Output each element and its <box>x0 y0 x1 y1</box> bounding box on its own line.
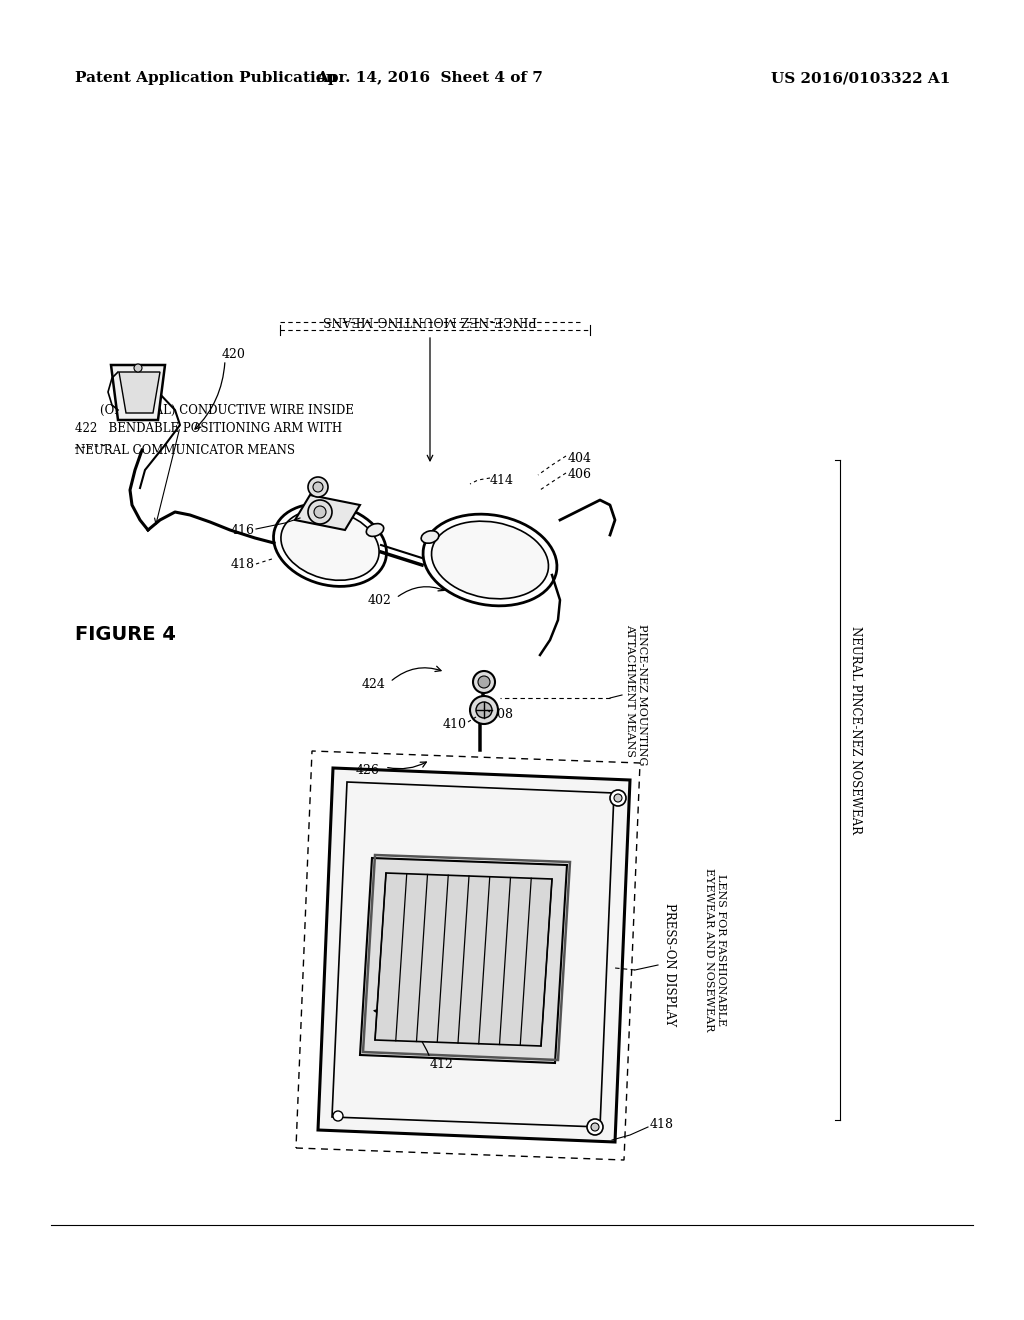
Ellipse shape <box>281 510 379 581</box>
Ellipse shape <box>421 531 439 544</box>
Text: 408: 408 <box>490 708 514 721</box>
Circle shape <box>473 671 495 693</box>
Circle shape <box>476 702 492 718</box>
Ellipse shape <box>367 524 384 536</box>
Text: Apr. 14, 2016  Sheet 4 of 7: Apr. 14, 2016 Sheet 4 of 7 <box>316 71 544 84</box>
Circle shape <box>308 477 328 498</box>
Circle shape <box>313 482 323 492</box>
Circle shape <box>308 500 332 524</box>
Text: PINCE-NEZ MOUNTING
ATTACHMENT MEANS: PINCE-NEZ MOUNTING ATTACHMENT MEANS <box>625 624 646 766</box>
Ellipse shape <box>431 521 549 599</box>
Text: NEURAL PINCE-NEZ NOSEWEAR: NEURAL PINCE-NEZ NOSEWEAR <box>849 626 861 834</box>
Text: (OPTIONAL) CONDUCTIVE WIRE INSIDE: (OPTIONAL) CONDUCTIVE WIRE INSIDE <box>100 404 354 417</box>
Text: 426: 426 <box>356 763 380 776</box>
Text: PRESS-ON DISPLAY: PRESS-ON DISPLAY <box>664 903 677 1027</box>
Polygon shape <box>111 366 165 420</box>
Circle shape <box>610 789 626 807</box>
Text: 402: 402 <box>368 594 392 606</box>
Text: 416: 416 <box>231 524 255 536</box>
Text: 422   BENDABLE POSITIONING ARM WITH: 422 BENDABLE POSITIONING ARM WITH <box>75 421 342 434</box>
Polygon shape <box>318 768 630 1142</box>
Text: 412: 412 <box>430 1059 454 1072</box>
Text: 424: 424 <box>361 678 385 692</box>
Polygon shape <box>360 858 567 1063</box>
Circle shape <box>614 795 622 803</box>
Text: 418: 418 <box>231 558 255 572</box>
Text: 406: 406 <box>568 469 592 482</box>
Text: NEURAL COMMUNICATOR MEANS: NEURAL COMMUNICATOR MEANS <box>75 444 295 457</box>
Text: LENS FOR FASHIONABLE
EYEWEAR AND NOSEWEAR: LENS FOR FASHIONABLE EYEWEAR AND NOSEWEA… <box>705 869 726 1032</box>
Text: PINCE-NEZ MOUNTING MEANS: PINCE-NEZ MOUNTING MEANS <box>323 314 537 326</box>
Circle shape <box>314 506 326 517</box>
Polygon shape <box>119 372 160 413</box>
Circle shape <box>478 676 490 688</box>
Text: 418: 418 <box>650 1118 674 1131</box>
Text: 420: 420 <box>222 348 246 362</box>
Text: US 2016/0103322 A1: US 2016/0103322 A1 <box>771 71 950 84</box>
Text: 404: 404 <box>568 451 592 465</box>
Text: Patent Application Publication: Patent Application Publication <box>75 71 337 84</box>
Circle shape <box>333 1111 343 1121</box>
Circle shape <box>470 696 498 723</box>
Text: FIGURE 4: FIGURE 4 <box>75 626 176 644</box>
Circle shape <box>587 1119 603 1135</box>
Circle shape <box>591 1123 599 1131</box>
Text: 414: 414 <box>490 474 514 487</box>
Polygon shape <box>375 873 552 1045</box>
Text: 410: 410 <box>443 718 467 730</box>
Circle shape <box>134 364 142 372</box>
Polygon shape <box>295 495 360 531</box>
